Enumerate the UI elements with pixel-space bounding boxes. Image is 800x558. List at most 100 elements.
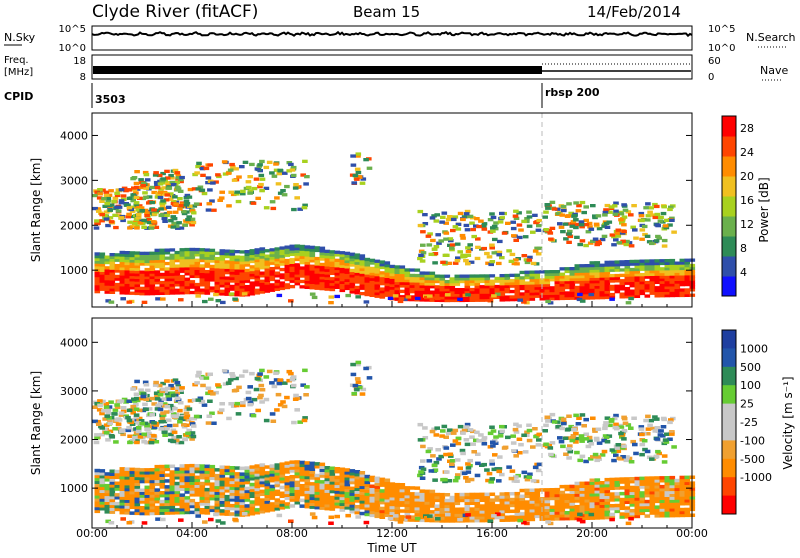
velocity-cell [434,433,440,437]
power-cell [602,213,608,216]
power-cell [440,275,446,278]
velocity-cell [457,518,463,522]
power-colorbar-swatch [722,136,736,157]
power-cell [432,248,438,251]
power-cell [385,261,391,264]
velocity-cell [226,417,232,421]
power-cell [675,262,681,265]
velocity-cell [617,457,623,461]
velocity-cell [171,436,177,440]
velocity-cell [654,437,660,441]
power-cell [356,171,362,174]
power-cell [531,262,537,265]
velocity-cell [220,468,226,472]
power-cell [207,202,213,205]
velocity-cell [625,477,631,481]
velocity-cell [104,414,110,418]
power-cell [420,230,426,233]
power-cell [259,189,265,192]
power-cell [579,223,585,226]
velocity-cell [565,511,571,515]
velocity-cell [485,504,491,508]
velocity-cell [345,514,351,518]
velocity-cell [150,480,156,484]
power-cell [645,202,651,205]
velocity-cell [388,517,394,521]
velocity-cell [99,426,105,430]
power-cell [270,200,276,203]
power-cell [517,299,523,302]
power-cell [536,224,542,227]
velocity-cell [595,478,601,482]
velocity-cell [513,423,519,427]
power-cell [470,274,476,277]
power-cell [615,274,621,277]
velocity-cell [144,427,150,431]
power-cell [335,259,341,262]
power-cell [455,288,461,291]
power-cell [561,209,567,212]
power-cell [185,248,191,251]
power-cell [300,280,306,283]
velocity-cell [470,493,476,497]
power-cell [194,171,200,174]
power-cell [462,255,468,258]
power-cell [165,267,171,270]
velocity-cell [225,472,231,476]
velocity-cell [207,400,213,404]
velocity-cell [654,417,660,421]
power-cell [170,248,176,251]
velocity-cell [455,476,461,480]
velocity-cell [605,478,611,482]
velocity-cell [422,426,428,430]
power-cell [465,293,471,296]
velocity-cell [145,471,151,475]
power-cell [495,285,501,288]
power-cell [202,300,208,303]
power-cell [426,235,432,238]
power-colorbar-tick: 4 [740,266,747,279]
velocity-cell [325,507,331,511]
velocity-cell [320,480,326,484]
power-cell [580,264,586,267]
power-cell [480,285,486,288]
power-cell [290,285,296,288]
velocity-cell [234,402,240,406]
velocity-cell [621,416,627,420]
velocity-cell [300,461,306,465]
velocity-cell [181,423,187,427]
power-cell [610,293,616,296]
power-cell [390,265,396,268]
velocity-cell [276,393,282,397]
power-cell [264,206,270,209]
power-cell [467,243,473,246]
power-cell [116,209,122,212]
velocity-cell [505,516,511,520]
power-cell [353,174,359,177]
velocity-cell [264,375,270,379]
velocity-cell [655,482,661,486]
velocity-cell [153,381,159,385]
velocity-cell [505,492,511,496]
power-cell [236,175,242,178]
velocity-cell [615,492,621,496]
velocity-cell [426,450,432,454]
velocity-colorbar-swatch [722,348,736,367]
velocity-cell [247,385,253,389]
power-cell [94,226,100,229]
velocity-cell [355,511,361,515]
power-cell [178,204,184,207]
velocity-cell [277,378,283,382]
power-cell [158,196,164,199]
power-cell [142,301,148,304]
velocity-cell [466,466,472,470]
velocity-cell [175,482,181,486]
power-cell [127,206,133,209]
velocity-cell [300,499,306,503]
power-cell [364,300,370,303]
power-cell [463,259,469,262]
velocity-cell [285,476,291,480]
velocity-cell [207,415,213,419]
power-cell [161,177,167,180]
